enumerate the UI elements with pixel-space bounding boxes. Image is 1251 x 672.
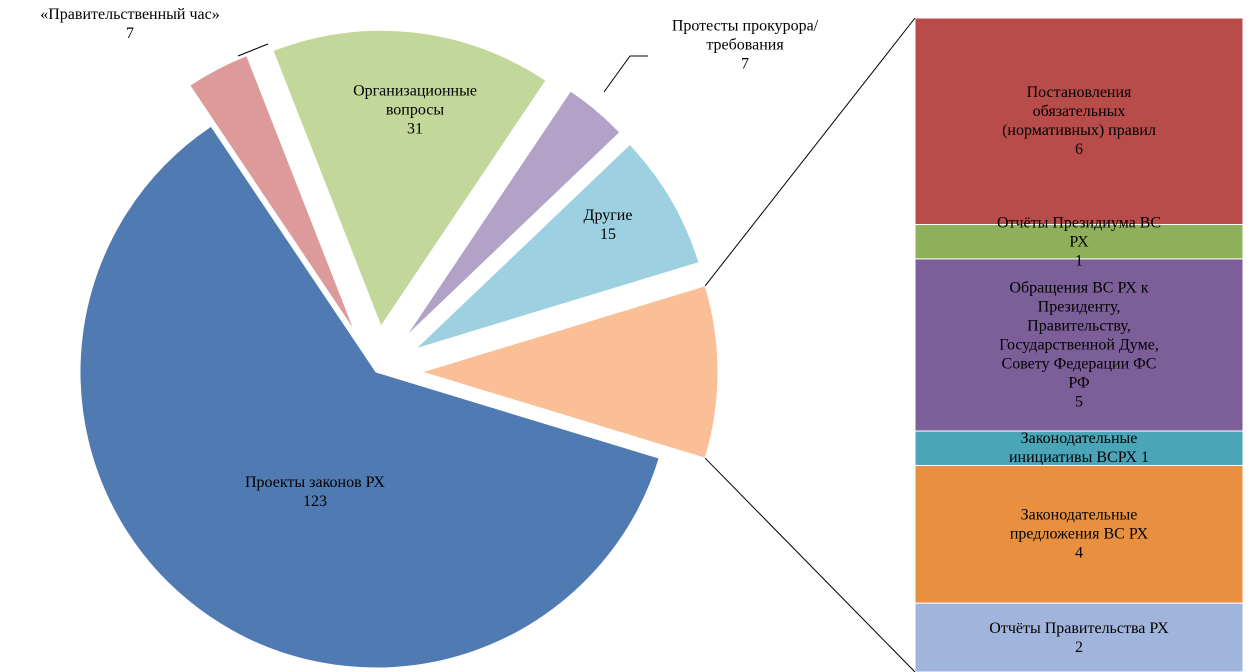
label-name: Постановления обязательных (нормативных)… bbox=[1002, 84, 1156, 140]
label-value: 1 bbox=[1075, 252, 1083, 270]
label-value: 15 bbox=[600, 226, 616, 243]
leader-line bbox=[237, 43, 269, 57]
connector-line bbox=[704, 17, 916, 287]
label-value: 123 bbox=[303, 493, 327, 510]
pie-slice bbox=[420, 285, 719, 459]
bar-segment bbox=[914, 602, 1244, 672]
bar-segment bbox=[914, 258, 1244, 432]
pie-slice bbox=[79, 125, 660, 669]
label-name: Проекты законов РХ bbox=[245, 474, 385, 491]
bar-label: Отчёты Президиума ВС РХ 1 bbox=[989, 213, 1169, 270]
pie-label: Другие 15 bbox=[558, 206, 658, 244]
label-name: Отчёты Правительства РХ bbox=[989, 619, 1169, 637]
pie-label: «Правительственный час» 7 bbox=[0, 5, 260, 43]
label-name: Отчёты Президиума ВС РХ bbox=[996, 214, 1162, 251]
bar-label: Отчёты Правительства РХ 2 bbox=[989, 619, 1169, 657]
label-name: Законодательные предложения ВС РХ bbox=[1009, 506, 1149, 543]
label-name: Другие bbox=[583, 207, 633, 224]
label-value: 31 bbox=[407, 120, 423, 138]
label-value: 7 bbox=[126, 25, 134, 42]
pie-slice bbox=[272, 29, 547, 328]
pie-label: Организационные вопросы 31 bbox=[345, 82, 485, 139]
bar-segment bbox=[914, 464, 1244, 604]
label-name: Организационные вопросы bbox=[353, 82, 477, 119]
bar-label: Законодательные предложения ВС РХ 4 bbox=[989, 506, 1169, 563]
label-value: 6 bbox=[1075, 141, 1083, 159]
label-value: 5 bbox=[1075, 393, 1083, 411]
label-name: Протесты прокурора/требования bbox=[671, 17, 819, 54]
label-name: Обращения ВС РХ к Президенту, Правительс… bbox=[999, 279, 1159, 392]
bar-label: Законодательные инициативы ВСРХ 1 bbox=[989, 429, 1169, 467]
label-value: 7 bbox=[741, 55, 749, 73]
leader-line bbox=[603, 55, 648, 93]
pie-label: Протесты прокурора/требования 7 bbox=[645, 17, 845, 74]
label-value: 4 bbox=[1075, 544, 1083, 562]
pie-slice bbox=[189, 54, 356, 332]
label-name: «Правительственный час» bbox=[40, 6, 220, 23]
label-value: 1 bbox=[1141, 449, 1150, 467]
bar-label: Обращения ВС РХ к Президенту, Правительс… bbox=[989, 279, 1169, 412]
pie-label: Проекты законов РХ 123 bbox=[215, 473, 415, 511]
bar-segment bbox=[914, 430, 1244, 466]
connector-line bbox=[704, 457, 916, 672]
pie-slice bbox=[405, 90, 621, 338]
bar-segment bbox=[914, 17, 1244, 226]
pie-slice bbox=[415, 143, 700, 350]
bar-label: Постановления обязательных (нормативных)… bbox=[989, 83, 1169, 159]
label-value: 2 bbox=[1075, 638, 1083, 656]
label-name: Законодательные инициативы ВСРХ bbox=[1008, 430, 1138, 467]
